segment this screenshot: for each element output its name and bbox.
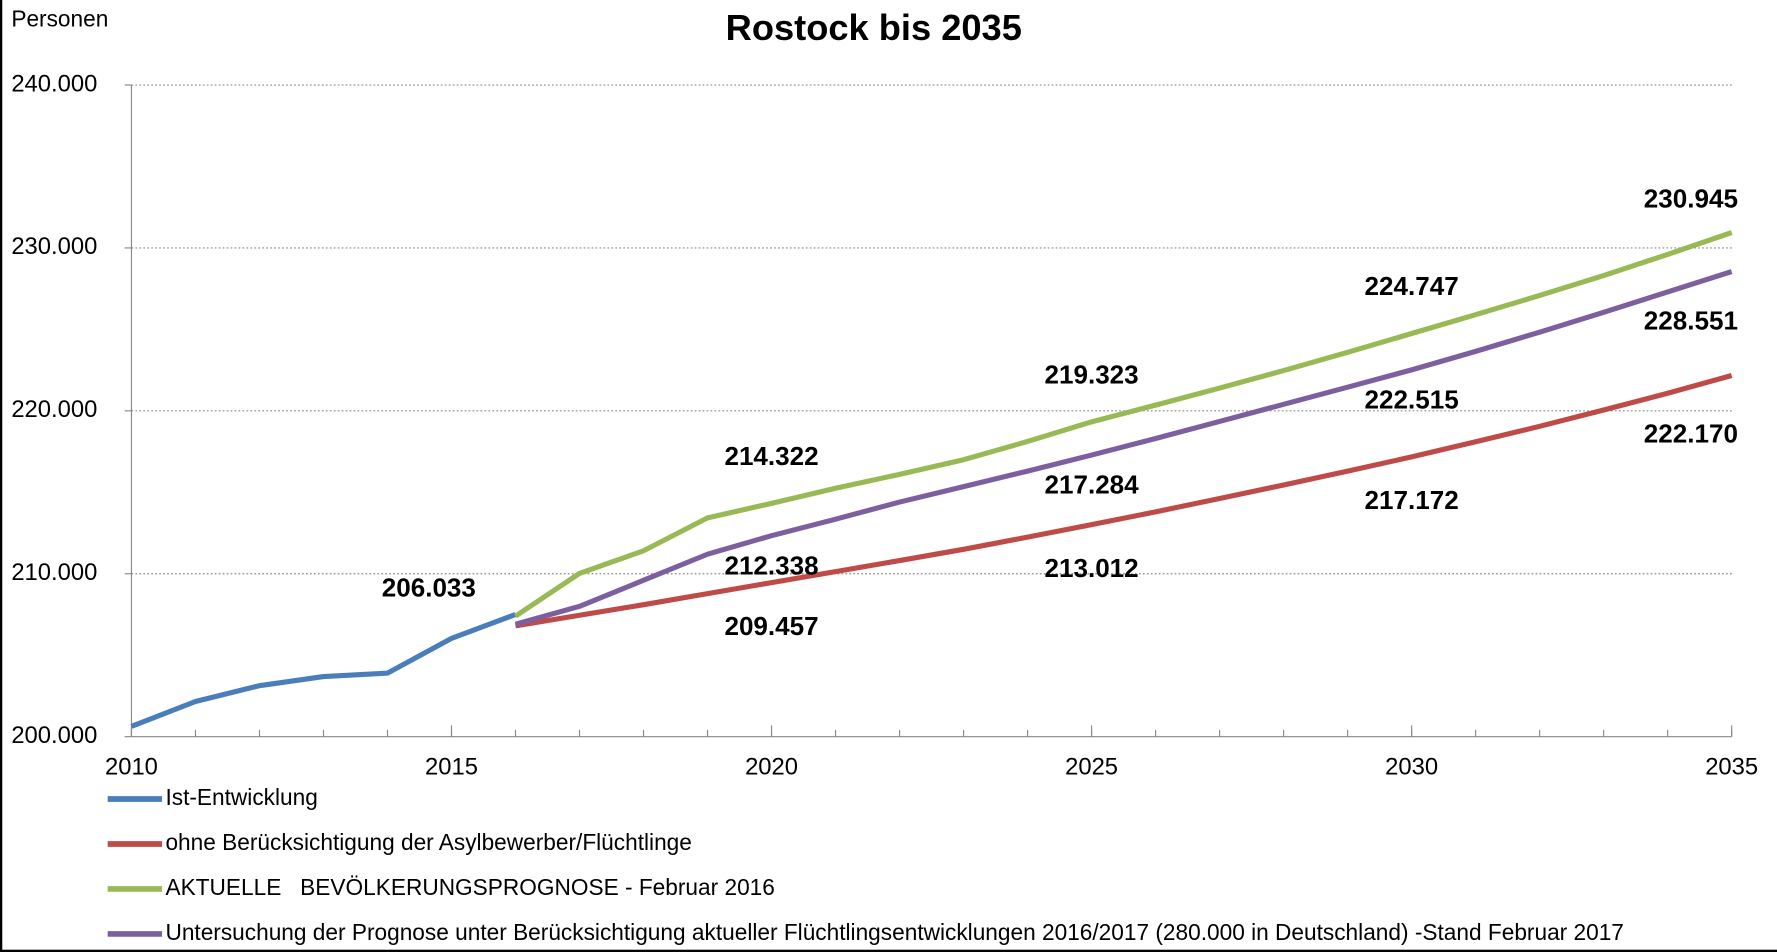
value-label: 214.322 <box>724 441 818 471</box>
y-tick-label: 200.000 <box>11 722 97 749</box>
legend-label: Untersuchung der Prognose unter Berücksi… <box>165 919 1623 945</box>
value-label: 230.945 <box>1644 184 1738 214</box>
series-line <box>515 373 1733 629</box>
value-label: 217.172 <box>1365 485 1459 515</box>
legend-label: ohne Berücksichtigung der Asylbewerber/F… <box>165 829 691 855</box>
x-tick-label: 2030 <box>1385 754 1438 781</box>
y-tick-label: 240.000 <box>11 70 97 97</box>
x-tick-label: 2020 <box>745 754 798 781</box>
series-line <box>514 269 1733 627</box>
value-label: 217.284 <box>1045 470 1140 500</box>
y-axis-label: Personen <box>11 5 108 31</box>
x-tick-label: 2010 <box>105 754 158 781</box>
value-label: 209.457 <box>724 611 818 641</box>
x-tick-label: 2015 <box>425 754 478 781</box>
y-tick-label: 220.000 <box>11 396 97 423</box>
value-label: 206.033 <box>382 573 476 603</box>
legend-label: Ist-Entwicklung <box>165 784 317 810</box>
x-tick-label: 2025 <box>1065 754 1118 781</box>
value-label: 222.515 <box>1365 384 1459 414</box>
legend-label: AKTUELLE BEVÖLKERUNGSPROGNOSE - Februar … <box>165 874 774 900</box>
value-label: 219.323 <box>1045 359 1139 389</box>
chart-title: Rostock bis 2035 <box>726 7 1022 48</box>
x-tick-label: 2035 <box>1705 754 1758 781</box>
value-label: 222.170 <box>1644 418 1738 448</box>
y-tick-label: 230.000 <box>11 233 97 260</box>
value-label: 213.012 <box>1045 553 1139 583</box>
y-tick-label: 210.000 <box>11 559 97 586</box>
series-line <box>514 230 1733 619</box>
value-label: 228.551 <box>1644 305 1738 335</box>
series-line <box>130 612 517 729</box>
value-label: 212.338 <box>724 550 818 580</box>
value-label: 224.747 <box>1365 271 1459 301</box>
